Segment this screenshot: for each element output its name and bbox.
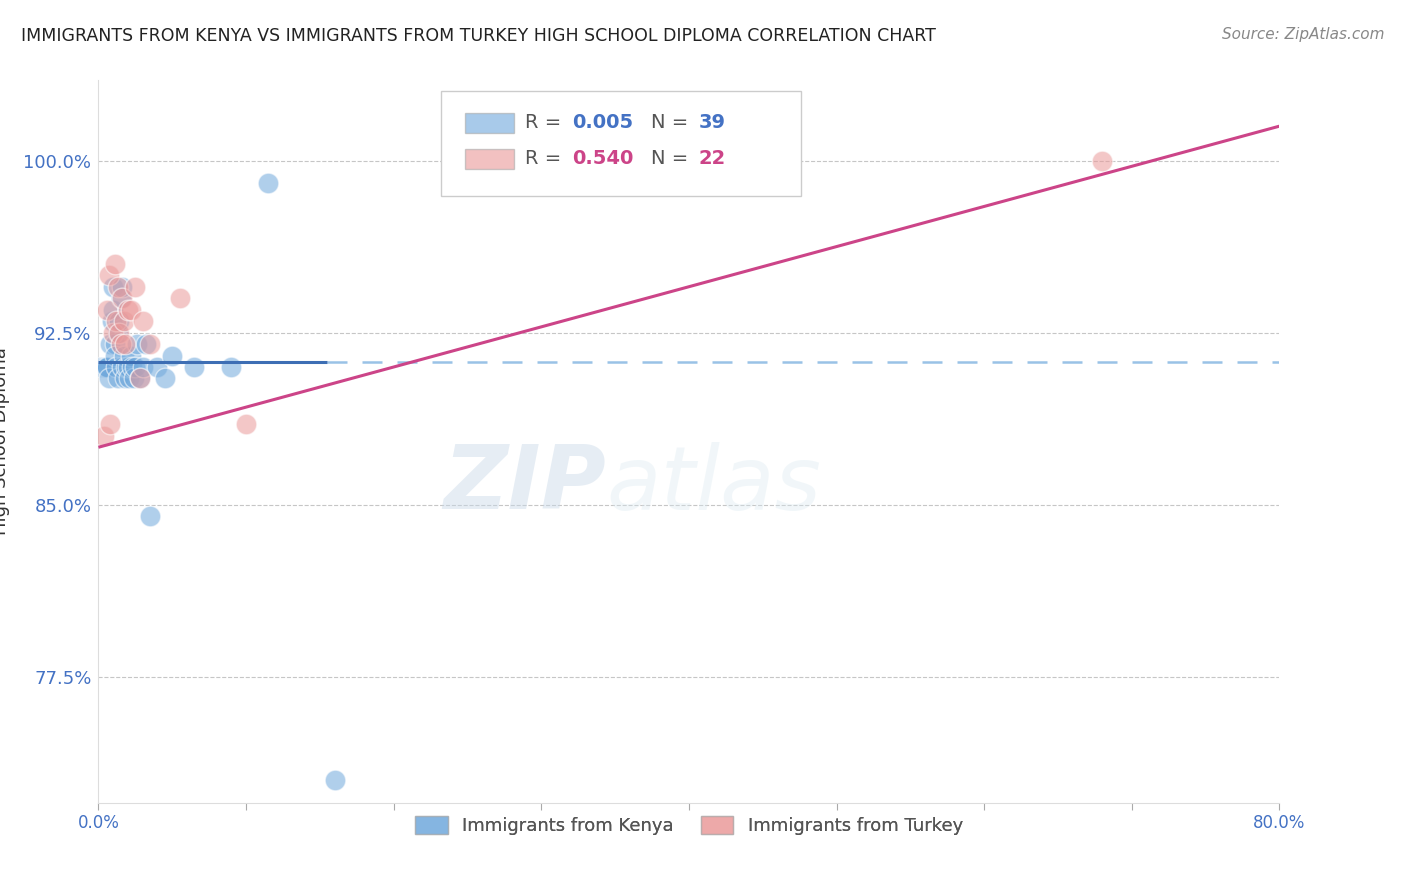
Legend: Immigrants from Kenya, Immigrants from Turkey: Immigrants from Kenya, Immigrants from T… [406, 807, 972, 845]
Point [110, 291, 132, 305]
Point [103, 326, 125, 340]
Point [98, 337, 121, 351]
Point [96, 359, 118, 374]
Point [90, 359, 112, 374]
Text: ZIP: ZIP [443, 442, 606, 528]
Point [114, 371, 136, 385]
Point [120, 302, 142, 317]
Point [112, 349, 135, 363]
Text: 0.540: 0.540 [572, 149, 633, 168]
Point [118, 371, 141, 385]
Point [153, 371, 176, 385]
Point [120, 349, 142, 363]
Text: 22: 22 [699, 149, 725, 168]
Point [108, 314, 131, 328]
Point [103, 302, 125, 317]
Point [132, 359, 155, 374]
Point [98, 417, 121, 432]
FancyBboxPatch shape [464, 112, 515, 133]
Text: Source: ZipAtlas.com: Source: ZipAtlas.com [1222, 27, 1385, 42]
Text: 39: 39 [699, 112, 725, 132]
Point [135, 337, 157, 351]
Point [132, 314, 155, 328]
Text: 0.005: 0.005 [572, 112, 633, 132]
Point [139, 337, 162, 351]
Point [112, 314, 135, 328]
Text: N =: N = [651, 149, 695, 168]
Point [111, 359, 134, 374]
Text: N =: N = [651, 112, 695, 132]
Point [122, 371, 145, 385]
Point [323, 772, 346, 787]
Point [235, 417, 257, 432]
Point [97, 268, 120, 283]
Point [117, 302, 139, 317]
Point [105, 359, 128, 374]
Point [121, 359, 143, 374]
Point [124, 359, 146, 374]
Point [105, 314, 128, 328]
Point [162, 349, 183, 363]
Point [93, 429, 115, 443]
Point [139, 509, 162, 524]
Point [125, 337, 148, 351]
Point [111, 291, 134, 305]
Point [104, 337, 127, 351]
FancyBboxPatch shape [464, 149, 515, 169]
Point [117, 359, 139, 374]
Point [97, 371, 120, 385]
Y-axis label: High School Diploma: High School Diploma [0, 348, 10, 535]
Point [110, 337, 132, 351]
Point [146, 359, 169, 374]
Point [169, 291, 191, 305]
Point [128, 371, 150, 385]
Point [111, 279, 134, 293]
Text: 0.0%: 0.0% [77, 814, 120, 832]
Point [104, 349, 127, 363]
Point [107, 279, 129, 293]
Point [257, 177, 280, 191]
Point [96, 302, 118, 317]
Text: R =: R = [524, 149, 567, 168]
Text: IMMIGRANTS FROM KENYA VS IMMIGRANTS FROM TURKEY HIGH SCHOOL DIPLOMA CORRELATION : IMMIGRANTS FROM KENYA VS IMMIGRANTS FROM… [21, 27, 936, 45]
Point [108, 326, 131, 340]
Point [107, 371, 129, 385]
Text: atlas: atlas [606, 442, 821, 528]
FancyBboxPatch shape [441, 91, 801, 196]
Point [221, 359, 243, 374]
Text: 80.0%: 80.0% [1253, 814, 1306, 832]
Text: R =: R = [524, 112, 567, 132]
Point [93, 359, 115, 374]
Point [107, 326, 129, 340]
Point [114, 337, 136, 351]
Point [115, 359, 138, 374]
Point [100, 314, 122, 328]
Point [104, 257, 127, 271]
Point [183, 359, 205, 374]
Point [124, 279, 146, 293]
Point [128, 371, 150, 385]
Point [1091, 153, 1114, 168]
Point [103, 279, 125, 293]
Point [94, 359, 117, 374]
